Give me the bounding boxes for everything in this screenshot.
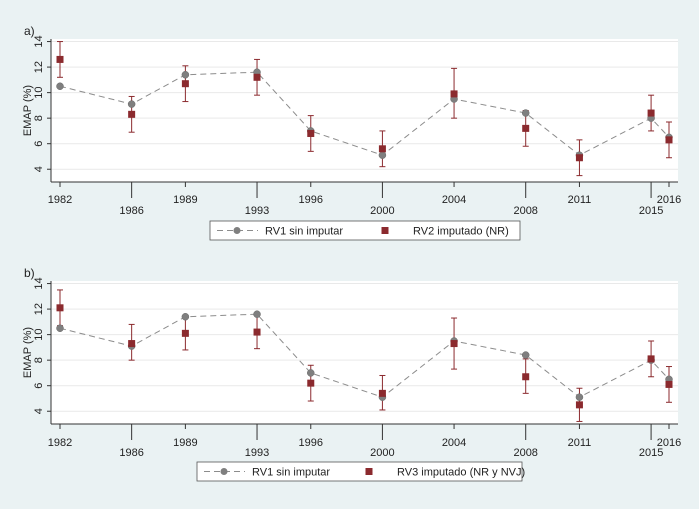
point-imputed (647, 109, 655, 117)
point-imputed (253, 328, 261, 336)
point-imputed (665, 136, 673, 144)
point-imputed (128, 340, 136, 348)
y-tick-label: 12 (33, 303, 45, 315)
y-tick-label: 4 (33, 408, 45, 414)
plot-area (51, 281, 678, 424)
legend-marker-rv1 (233, 227, 241, 234)
point-rv1 (56, 324, 64, 332)
legend-label-rv1: RV1 sin imputar (252, 467, 330, 479)
point-imputed (665, 380, 673, 388)
x-tick-label: 2016 (657, 437, 681, 449)
point-imputed (647, 355, 655, 363)
point-rv1 (253, 310, 261, 318)
legend-label-rv1: RV1 sin imputar (265, 226, 343, 238)
x-tick-label: 2008 (513, 447, 537, 459)
point-imputed (56, 55, 64, 63)
panel-label: b) (24, 266, 35, 280)
point-imputed (522, 373, 530, 381)
x-tick-label: 2015 (639, 205, 663, 217)
x-tick-label: 1989 (173, 437, 197, 449)
y-axis-title: EMAP (%) (22, 327, 34, 378)
y-tick-label: 12 (33, 61, 45, 73)
point-rv1 (181, 313, 190, 321)
legend-box (209, 220, 521, 241)
x-tick-label: 1986 (119, 447, 143, 459)
point-imputed (522, 124, 530, 132)
point-imputed (307, 379, 315, 387)
point-imputed (56, 304, 64, 312)
x-tick-label: 2000 (370, 205, 394, 217)
x-tick-label: 1993 (245, 447, 269, 459)
x-tick-label: 2016 (657, 194, 681, 206)
point-rv1 (521, 109, 530, 117)
x-tick-label: 2015 (639, 447, 663, 459)
x-tick-label: 1996 (299, 437, 323, 449)
y-tick-label: 14 (33, 277, 45, 289)
x-tick-label: 1986 (119, 205, 143, 217)
point-imputed (181, 80, 189, 88)
y-tick-label: 14 (33, 35, 45, 47)
point-rv1 (521, 351, 530, 359)
point-rv1 (378, 151, 387, 159)
y-tick-label: 6 (33, 383, 45, 389)
point-rv1 (181, 71, 190, 79)
point-rv1 (575, 393, 584, 401)
x-tick-label: 1982 (48, 437, 72, 449)
point-rv1 (307, 369, 315, 377)
y-tick-label: 10 (33, 87, 45, 99)
point-imputed (378, 389, 386, 397)
point-rv1 (127, 100, 136, 108)
x-tick-label: 1993 (245, 205, 269, 217)
x-tick-label: 1989 (173, 194, 197, 206)
point-imputed (307, 129, 315, 137)
legend-box (196, 461, 523, 482)
point-imputed (575, 154, 583, 162)
y-axis-title: EMAP (%) (22, 85, 34, 136)
x-tick-label: 1996 (299, 194, 323, 206)
point-imputed (128, 110, 136, 118)
legend-marker-rv1 (220, 468, 228, 475)
y-tick-label: 8 (33, 115, 45, 121)
y-tick-label: 6 (33, 141, 45, 147)
legend-label-imputed: RV2 imputado (NR) (413, 226, 509, 238)
chart-panel-a: a) 4 6 8 10 12 14 EMAP (%) 1982 1986 1989 1993 1996 2… (22, 24, 681, 241)
legend: RV1 sin imputar RV3 imputado (NR y NVJ) (196, 461, 525, 482)
y-tick-label: 10 (33, 329, 45, 341)
legend: RV1 sin imputar RV2 imputado (NR) (209, 220, 521, 241)
x-tick-label: 1982 (48, 194, 72, 206)
y-tick-label: 4 (33, 166, 45, 172)
x-tick-label: 2004 (442, 437, 466, 449)
legend-marker-imputed (381, 227, 389, 234)
legend-marker-imputed (365, 468, 373, 475)
y-tick-label: 8 (33, 357, 45, 363)
point-imputed (253, 73, 261, 81)
x-tick-label: 2011 (568, 194, 592, 206)
x-tick-label: 2000 (370, 447, 394, 459)
point-imputed (450, 90, 458, 98)
x-tick-label: 2004 (442, 194, 466, 206)
plot-area (51, 39, 678, 182)
point-rv1 (56, 82, 64, 90)
x-tick-label: 2011 (568, 437, 592, 449)
panel-label: a) (24, 24, 35, 38)
legend-label-imputed: RV3 imputado (NR y NVJ) (397, 467, 525, 479)
point-imputed (378, 145, 386, 153)
point-imputed (450, 340, 458, 348)
x-tick-label: 2008 (513, 205, 537, 217)
chart-panel-b: b) 4 6 8 10 12 14 EMAP (%) 1982 1986 1989 1993 1996 2… (22, 266, 681, 482)
point-imputed (575, 401, 583, 409)
point-imputed (181, 329, 189, 337)
